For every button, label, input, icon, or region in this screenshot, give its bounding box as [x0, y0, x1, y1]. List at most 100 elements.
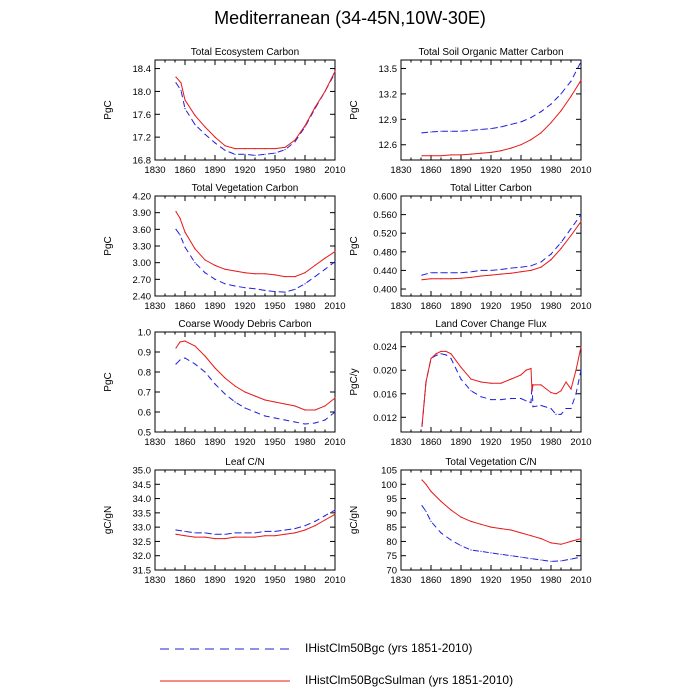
- data-point: [179, 234, 181, 236]
- data-point: [175, 211, 177, 213]
- y-tick-label: 105: [381, 466, 397, 477]
- data-point: [334, 397, 336, 399]
- data-point: [294, 276, 296, 278]
- data-point: [421, 132, 423, 134]
- plot-frame: [400, 469, 582, 571]
- data-point: [570, 234, 572, 237]
- data-point: [460, 154, 462, 156]
- panel-title: Total Vegetation C/N: [445, 457, 536, 468]
- series-line-sulman: [175, 211, 336, 278]
- data-point: [274, 274, 276, 276]
- data-point: [334, 261, 336, 263]
- panel-1: Total Soil Organic Matter Carbon PgC 1830 1…: [349, 47, 592, 176]
- series-line-sulman: [421, 346, 582, 427]
- data-point: [460, 277, 462, 279]
- data-point: [520, 266, 522, 268]
- data-point: [214, 538, 216, 540]
- data-point: [175, 82, 177, 84]
- data-point: [214, 383, 216, 385]
- data-point: [421, 274, 423, 276]
- data-point: [184, 99, 186, 101]
- y-tick-label: 0.5: [138, 428, 151, 439]
- data-point: [264, 415, 266, 417]
- y-tick-label: 3.90: [133, 208, 152, 219]
- y-tick-label: 1.0: [138, 328, 151, 339]
- y-tick-label: 0.020: [373, 366, 397, 377]
- data-point: [480, 128, 482, 131]
- data-point: [244, 153, 246, 155]
- data-point: [450, 130, 452, 132]
- data-point: [314, 525, 316, 527]
- data-point: [530, 117, 532, 119]
- data-point: [560, 248, 562, 250]
- data-point: [520, 144, 522, 146]
- data-point: [324, 90, 326, 92]
- data-point: [304, 283, 306, 285]
- panel-4: Coarse Woody Debris Carbon PgC 1830 1860 189…: [103, 319, 346, 448]
- x-tick-label: 1980: [540, 301, 561, 312]
- data-point: [435, 354, 437, 357]
- data-point: [500, 150, 502, 152]
- data-point: [254, 395, 256, 397]
- data-point: [175, 76, 177, 78]
- x-tick-label: 1980: [540, 575, 561, 586]
- data-point: [254, 532, 256, 534]
- data-point: [324, 419, 326, 421]
- data-point: [490, 526, 492, 528]
- panel-7: Total Vegetation C/N gC/gN 1830 1860 1890 192…: [349, 457, 592, 586]
- data-point: [284, 419, 286, 421]
- series-line-sulman: [421, 479, 582, 545]
- data-point: [179, 341, 181, 343]
- data-point: [560, 390, 562, 392]
- plot-frame: [400, 59, 582, 161]
- data-point: [224, 145, 226, 147]
- data-point: [555, 413, 557, 415]
- data-point: [204, 259, 206, 261]
- x-tick-label: 1860: [174, 165, 195, 176]
- data-point: [540, 266, 542, 268]
- x-tick-label: 1950: [264, 437, 285, 448]
- x-tick-label: 2010: [570, 301, 591, 312]
- data-point: [470, 271, 472, 273]
- data-point: [580, 61, 582, 63]
- panel-5: Land Cover Change Flux PgC/y 1830 1860 1890 1…: [349, 319, 592, 448]
- data-point: [460, 366, 462, 368]
- y-tick-label: 16.8: [133, 156, 152, 167]
- x-tick-label: 1890: [204, 165, 225, 176]
- x-tick-label: 1860: [420, 437, 441, 448]
- data-point: [440, 350, 442, 352]
- data-point: [532, 406, 534, 408]
- x-tick-label: 1920: [480, 437, 501, 448]
- y-tick-label: 70: [386, 566, 397, 577]
- data-point: [490, 382, 492, 384]
- data-point: [580, 214, 582, 216]
- y-axis-label: PgC: [103, 100, 114, 119]
- data-point: [570, 558, 572, 560]
- data-point: [324, 515, 326, 517]
- data-point: [440, 500, 442, 502]
- data-point: [334, 251, 336, 253]
- x-tick-label: 1980: [294, 301, 315, 312]
- data-point: [550, 122, 552, 124]
- data-point: [470, 378, 472, 380]
- panel-2: Total Vegetation Carbon PgC 1830 1860 1890 19…: [103, 183, 346, 312]
- data-point: [480, 396, 482, 398]
- data-point: [450, 509, 452, 511]
- y-tick-label: 85: [386, 523, 397, 534]
- data-point: [490, 269, 492, 271]
- series-line-bgc: [175, 72, 336, 156]
- data-point: [530, 269, 532, 271]
- y-axis-label: PgC: [103, 236, 114, 255]
- legend-label-sulman: IHistClm50BgcSulman (yrs 1851-2010): [305, 673, 514, 687]
- y-tick-label: 3.00: [133, 258, 152, 269]
- data-point: [510, 147, 512, 149]
- data-point: [274, 530, 276, 533]
- series-line-sulman: [175, 513, 336, 540]
- data-point: [510, 555, 512, 557]
- x-tick-label: 1920: [234, 301, 255, 312]
- series-line-sulman: [175, 71, 336, 150]
- data-point: [284, 529, 286, 531]
- data-point: [304, 272, 306, 274]
- data-point: [500, 553, 502, 555]
- panel-title: Land Cover Change Flux: [435, 319, 546, 330]
